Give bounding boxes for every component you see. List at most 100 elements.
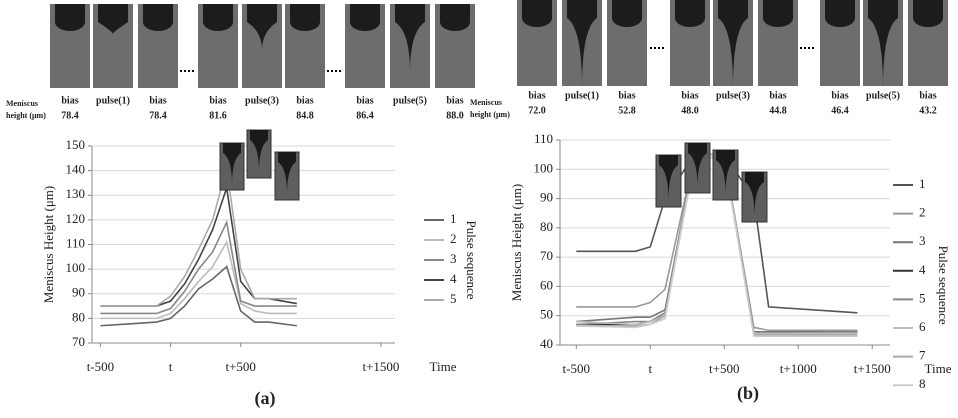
strip-height: 44.8	[769, 105, 787, 116]
inset-jet	[716, 160, 735, 194]
strip-height: 78.4	[61, 110, 79, 121]
legend-label: 2	[919, 205, 926, 220]
meniscus	[55, 13, 85, 31]
y-tick-label: 100	[534, 160, 554, 175]
inset-nozzle	[250, 130, 268, 140]
strip-label: bias	[356, 95, 373, 106]
y-axis-label: Meniscus Height (μm)	[41, 186, 56, 303]
y-tick-label: 70	[540, 248, 553, 263]
inset-nozzle	[716, 150, 735, 160]
strip-label: bias	[681, 90, 698, 101]
x-tick-label: t	[169, 359, 173, 374]
nozzle	[395, 4, 425, 22]
inset-jet	[688, 153, 707, 187]
meniscus	[350, 13, 380, 31]
inset-nozzle	[278, 152, 296, 162]
series-line	[100, 167, 297, 307]
meniscus	[440, 13, 470, 31]
strip-label: bias	[446, 95, 463, 106]
x-tick-label: t+500	[225, 359, 255, 374]
inset-jet	[250, 140, 268, 172]
y-tick-label: 50	[540, 307, 553, 322]
caption: (b)	[737, 383, 759, 404]
y-tick-label: 60	[540, 277, 553, 292]
nozzle	[98, 4, 128, 22]
strip-height: 43.2	[919, 105, 937, 116]
meniscus	[913, 9, 943, 27]
strip-label: bias	[296, 95, 313, 106]
strip-height: 46.4	[831, 105, 849, 116]
jet	[567, 18, 597, 88]
strip-label: pulse(1)	[565, 90, 599, 101]
legend-label: 6	[919, 319, 926, 334]
meniscus	[290, 13, 320, 31]
height-label: height (μm)	[6, 111, 46, 120]
legend-label: 4	[450, 271, 457, 286]
nozzle	[567, 0, 597, 18]
jet	[868, 18, 898, 88]
series-line	[100, 265, 297, 327]
nozzle	[247, 4, 277, 22]
caption: (a)	[255, 388, 276, 409]
y-tick-label: 120	[66, 211, 86, 226]
inset-jet	[223, 153, 241, 184]
legend-title: Pulse sequence	[464, 220, 479, 299]
legend-label: 8	[919, 376, 926, 391]
meniscus	[825, 9, 855, 27]
legend-label: 7	[919, 348, 926, 363]
meniscus	[203, 13, 233, 31]
strip-height: 72.0	[528, 105, 546, 116]
x-tick-label: t-500	[563, 361, 590, 376]
strip-label: pulse(1)	[96, 95, 130, 106]
legend-label: 5	[919, 290, 926, 305]
meniscus	[675, 9, 705, 27]
x-tick-label: t+1500	[362, 359, 399, 374]
strip-height: 86.4	[356, 110, 374, 121]
y-tick-label: 70	[72, 334, 85, 349]
inset-nozzle	[223, 143, 241, 153]
x-axis-label: Time	[430, 359, 457, 374]
strip-label: pulse(3)	[716, 90, 750, 101]
x-tick-label: t+1500	[854, 361, 891, 376]
height-label: height (μm)	[470, 110, 510, 119]
y-axis-label: Meniscus Height (μm)	[509, 184, 524, 301]
height-label: Meniscus	[470, 98, 502, 107]
strip-height: 52.8	[618, 105, 636, 116]
y-tick-label: 90	[72, 285, 85, 300]
strip-label: bias	[831, 90, 848, 101]
meniscus	[522, 9, 552, 27]
inset-nozzle	[745, 172, 764, 182]
strip-label: pulse(3)	[245, 95, 279, 106]
strip-label: pulse(5)	[393, 95, 427, 106]
legend-label: 3	[450, 251, 457, 266]
y-tick-label: 40	[540, 336, 553, 351]
y-tick-label: 90	[540, 190, 553, 205]
meniscus	[612, 9, 642, 27]
legend-label: 1	[919, 176, 926, 191]
y-tick-label: 80	[72, 309, 85, 324]
legend-title: Pulse sequence	[936, 246, 951, 325]
inset-nozzle	[688, 143, 707, 153]
legend-label: 5	[450, 291, 457, 306]
strip-height: 48.0	[681, 105, 699, 116]
series-line	[100, 239, 297, 320]
strip-label: bias	[769, 90, 786, 101]
strip-height: 84.8	[296, 110, 314, 121]
strip-height: 88.0	[446, 110, 464, 121]
separators	[180, 47, 816, 72]
y-tick-label: 110	[66, 235, 85, 250]
meniscus	[763, 9, 793, 27]
x-axis-label: Time	[925, 361, 952, 376]
legend-label: 4	[919, 262, 926, 277]
strip-height: 81.6	[209, 110, 227, 121]
x-tick-label: t+500	[709, 361, 739, 376]
nozzle	[718, 0, 748, 18]
x-tick-label: t	[648, 361, 652, 376]
y-tick-label: 100	[66, 260, 86, 275]
y-tick-label: 140	[66, 162, 86, 177]
inset-nozzle	[659, 155, 678, 165]
y-tick-label: 110	[534, 131, 553, 146]
legend-label: 3	[919, 233, 926, 248]
strip-label: bias	[919, 90, 936, 101]
